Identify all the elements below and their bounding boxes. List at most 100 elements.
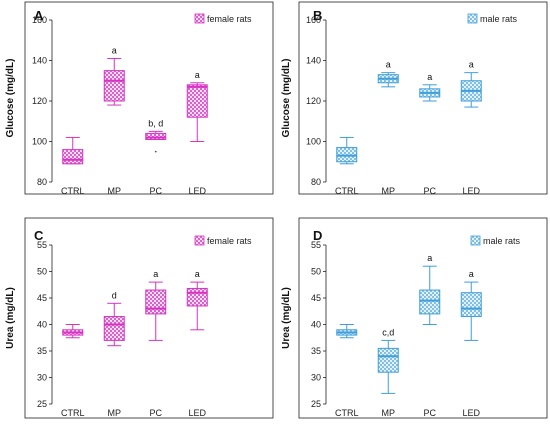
box-led: a [186, 269, 208, 331]
x-tick-label: LED [188, 186, 206, 196]
y-tick-label: 35 [37, 346, 47, 356]
panel-c-ylabel: Urea (mg/dL) [5, 287, 16, 349]
significance-label: b, d [148, 118, 163, 128]
box-mp: c,d [377, 327, 399, 394]
significance-label: d [112, 290, 117, 300]
x-tick-label: CTRL [335, 186, 359, 196]
y-tick-label: 25 [311, 399, 321, 409]
panel-d-ylabel: Urea (mg/dL) [281, 287, 292, 349]
panel-b-frame [298, 1, 548, 195]
panel-a-frame [24, 1, 274, 195]
x-tick-label: MP [382, 186, 396, 196]
y-tick-label: 50 [311, 267, 321, 277]
significance-label: a [195, 269, 200, 279]
box-pc: a [419, 72, 441, 102]
significance-label: a [153, 269, 158, 279]
panel-d-legend: male rats [470, 235, 521, 246]
x-tick-label: CTRL [335, 408, 359, 418]
y-tick-label: 45 [37, 293, 47, 303]
y-tick-label: 140 [306, 56, 321, 66]
y-tick-label: 55 [311, 240, 321, 250]
panel-b-legend-swatch [467, 13, 478, 24]
x-tick-label: MP [108, 408, 122, 418]
box-mp: d [103, 290, 125, 347]
panel-b-plot: 80 100 120 140 160 CTRL a MP a PC a LED [306, 15, 482, 196]
panel-a-legend-swatch [194, 13, 205, 24]
panel-a-plot: 80 100 120 140 160 CTRL a MP b, d PC a LED [32, 15, 208, 196]
x-tick-label: LED [188, 408, 206, 418]
box-led: a [186, 70, 208, 142]
x-tick-label: MP [382, 408, 396, 418]
iqr-box [419, 289, 441, 315]
y-tick-label: 30 [311, 373, 321, 383]
panel-a-legend-label: female rats [207, 14, 252, 24]
significance-label: c,d [382, 327, 394, 337]
iqr-box [103, 316, 125, 341]
box-ctrl [336, 136, 358, 165]
iqr-box [336, 147, 358, 163]
panel-c-letter: C [34, 228, 44, 243]
x-tick-label: MP [108, 186, 122, 196]
panel-c-legend-label: female rats [207, 236, 252, 246]
y-tick-label: 55 [37, 240, 47, 250]
significance-label: a [112, 45, 117, 55]
x-tick-label: PC [149, 186, 162, 196]
panel-a-ylabel: Glucose (mg/dL) [5, 59, 16, 138]
iqr-box [460, 292, 482, 318]
significance-label: a [195, 70, 200, 80]
y-tick-label: 45 [311, 293, 321, 303]
panel-c-frame [24, 217, 274, 419]
panel-b-ylabel: Glucose (mg/dL) [281, 59, 292, 138]
y-tick-label: 100 [32, 137, 47, 147]
y-tick-label: 120 [306, 96, 321, 106]
significance-label: a [427, 253, 432, 263]
panel-c: C Urea (mg/dL) female rats 25 30 35 40 45 50 5… [5, 217, 274, 419]
panel-c-legend-swatch [194, 235, 205, 246]
y-tick-label: 120 [32, 96, 47, 106]
significance-label: a [469, 60, 474, 70]
y-tick-label: 80 [311, 177, 321, 187]
box-ctrl [62, 136, 84, 165]
x-tick-label: CTRL [61, 408, 85, 418]
significance-label: a [427, 72, 432, 82]
box-ctrl [336, 324, 358, 339]
y-tick-label: 50 [37, 267, 47, 277]
panel-b-letter: B [313, 8, 322, 23]
iqr-box [186, 84, 208, 118]
x-tick-label: PC [423, 408, 436, 418]
y-tick-label: 30 [37, 373, 47, 383]
panel-a: A Glucose (mg/dL) female rats 80 100 120 14… [5, 1, 274, 196]
x-tick-label: PC [423, 186, 436, 196]
y-tick-label: 160 [32, 15, 47, 25]
panel-c-legend: female rats [194, 235, 252, 246]
panel-b: B Glucose (mg/dL) male rats 80 100 120 140 1… [281, 1, 548, 196]
box-ctrl [62, 324, 84, 339]
y-tick-label: 25 [37, 399, 47, 409]
x-tick-label: LED [462, 186, 480, 196]
y-tick-label: 80 [37, 177, 47, 187]
x-tick-label: LED [462, 408, 480, 418]
panel-b-legend-label: male rats [480, 14, 518, 24]
panel-c-plot: 25 30 35 40 45 50 55 CTRL d MP a PC a LED [37, 240, 208, 418]
y-tick-label: 40 [37, 320, 47, 330]
box-pc: a [419, 253, 441, 325]
panel-d-letter: D [313, 228, 322, 243]
y-tick-label: 40 [311, 320, 321, 330]
y-tick-label: 35 [311, 346, 321, 356]
panel-a-letter: A [34, 8, 44, 23]
x-tick-label: CTRL [61, 186, 85, 196]
box-mp: a [377, 60, 399, 88]
box-mp: a [103, 45, 125, 106]
iqr-box [145, 289, 167, 315]
panel-b-legend: male rats [467, 13, 518, 24]
box-pc: a [145, 269, 167, 341]
box-pc: b, d [145, 118, 167, 153]
box-led: a [460, 269, 482, 341]
y-tick-label: 140 [32, 56, 47, 66]
panel-d-legend-swatch [470, 235, 481, 246]
outlier-point [154, 150, 157, 153]
iqr-box [186, 287, 208, 307]
panel-d-plot: 25 30 35 40 45 50 55 CTRL c,d MP a PC a LED [311, 240, 482, 418]
significance-label: a [469, 269, 474, 279]
